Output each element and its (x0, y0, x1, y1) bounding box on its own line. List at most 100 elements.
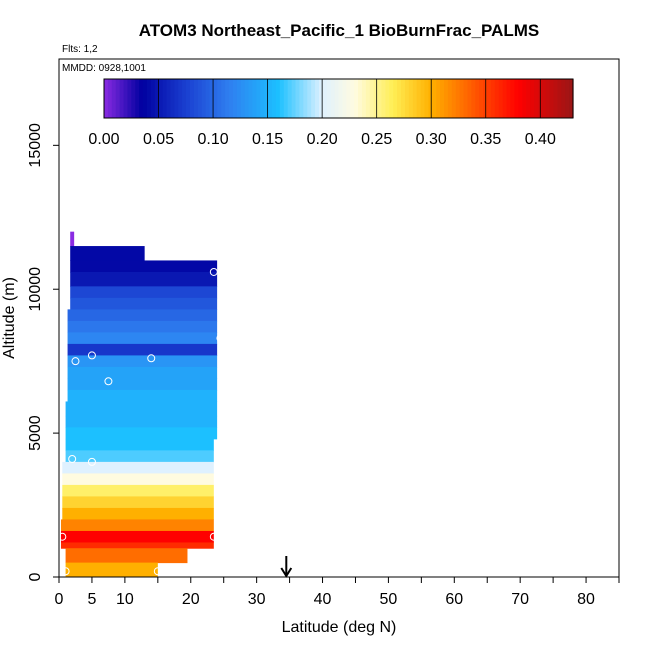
colorbar-swatch (209, 79, 215, 118)
heatmap-cell (62, 461, 214, 474)
colorbar-tick-label: 0.10 (197, 131, 228, 148)
heatmap-cell (67, 309, 218, 322)
sample-point (87, 457, 96, 466)
colorbar-swatch (436, 79, 441, 118)
colorbar-swatch (135, 79, 140, 118)
x-tick-label: 60 (445, 591, 463, 608)
heatmap-cell (67, 320, 218, 333)
colorbar-swatch (232, 79, 238, 118)
colorbar-swatch (373, 79, 379, 118)
sample-point (71, 357, 80, 366)
colorbar-swatch (455, 79, 461, 118)
dates-label: MMDD: 0928,1001 (62, 63, 146, 74)
x-axis: 0 5 10 20 30 40 50 60 70 80 (55, 577, 620, 608)
colorbar-swatch (487, 79, 492, 118)
colorbar-swatch (385, 79, 390, 118)
colorbar-swatch (303, 79, 308, 118)
sample-point (216, 334, 225, 343)
colorbar-swatch (119, 79, 125, 118)
flights-label: Flts: 1,2 (62, 44, 98, 55)
latitude-marker-arrow (280, 556, 293, 578)
colorbar-swatch (479, 79, 484, 118)
heatmap-cell (70, 246, 145, 261)
heatmap-cell (62, 496, 214, 509)
y-tick-label: 5000 (27, 415, 44, 451)
colorbar-swatch (549, 79, 555, 118)
colorbar-tick-label: 0.40 (525, 131, 556, 148)
heatmap-cell (70, 297, 218, 310)
colorbar-swatch (526, 79, 531, 118)
heatmap-cell (65, 450, 214, 463)
colorbar-swatch (565, 79, 570, 118)
colorbar-swatch (295, 79, 301, 118)
colorbar-swatch (225, 79, 230, 118)
colorbar-swatch (330, 79, 336, 118)
colorbar-swatch (111, 79, 117, 118)
colorbar-swatch (420, 79, 426, 118)
colorbar-swatch (170, 79, 175, 118)
colorbar-swatch (369, 79, 375, 118)
colorbar-swatch (279, 79, 285, 118)
heatmap-cell (70, 231, 75, 247)
colorbar-swatch (553, 79, 558, 118)
colorbar-swatch (545, 79, 551, 118)
heatmap-cell (67, 355, 218, 368)
colorbar-swatch (510, 79, 515, 118)
colorbar-swatch (318, 79, 324, 118)
colorbar-swatch (346, 79, 351, 118)
colorbar-swatch (494, 79, 500, 118)
heatmap-cell (70, 271, 218, 287)
x-tick-label: 50 (380, 591, 398, 608)
colorbar-swatch (326, 79, 332, 118)
colorbar-swatch (315, 79, 320, 118)
heatmap-cell (70, 286, 218, 299)
colorbar-swatch (127, 79, 132, 118)
colorbar-swatch (123, 79, 129, 118)
heatmap-cell (67, 389, 218, 402)
heatmap-cell (65, 415, 218, 428)
heatmap-cell (65, 401, 218, 417)
colorbar-swatch (498, 79, 504, 118)
colorbar-swatch (221, 79, 226, 118)
heatmap-cell (67, 378, 218, 391)
colorbar-swatch (416, 79, 422, 118)
colorbar-swatch (162, 79, 168, 118)
heatmap-cell (67, 332, 218, 345)
y-tick-label: 0 (27, 572, 44, 581)
colorbar-swatch (154, 79, 160, 118)
heatmap-cell (65, 427, 218, 440)
colorbar-swatch (463, 79, 469, 118)
colorbar-swatch (334, 79, 340, 118)
colorbar-tick-label: 0.15 (252, 131, 283, 148)
colorbar-swatch (264, 79, 269, 118)
colorbar-tick-label: 0.35 (470, 131, 501, 148)
colorbar-swatch (299, 79, 304, 118)
x-tick-label: 80 (577, 591, 595, 608)
colorbar-swatch (189, 79, 195, 118)
colorbar-swatch (205, 79, 211, 118)
sample-point (61, 567, 70, 576)
colorbar-swatch (361, 79, 367, 118)
colorbar-swatch (514, 79, 519, 118)
colorbar-swatch (358, 79, 363, 118)
heatmap-cell (60, 530, 214, 543)
x-tick-label: 5 (87, 591, 96, 608)
colorbar-swatch (506, 79, 512, 118)
colorbar-swatch (307, 79, 312, 118)
colorbar-swatch (408, 79, 414, 118)
colorbar-swatch (569, 79, 574, 118)
colorbar-swatch (131, 79, 136, 118)
colorbar-swatch (166, 79, 172, 118)
colorbar-swatch (432, 79, 437, 118)
colorbar-swatch (260, 79, 265, 118)
colorbar-swatch (475, 79, 480, 118)
colorbar-swatch (401, 79, 406, 118)
x-axis-label: Latitude (deg N) (282, 619, 397, 636)
colorbar-swatch (381, 79, 386, 118)
sample-point (87, 351, 96, 360)
colorbar-swatch (365, 79, 371, 118)
colorbar-swatch (150, 79, 156, 118)
y-tick-label: 10000 (27, 267, 44, 312)
colorbar-swatch (447, 79, 453, 118)
